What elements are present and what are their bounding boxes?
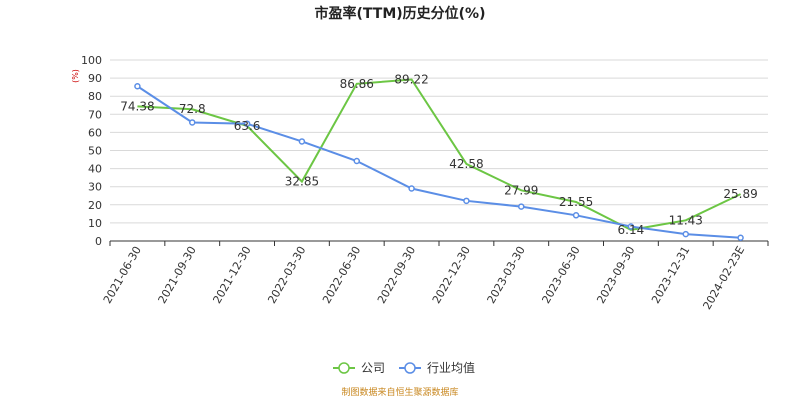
y-tick-label: 50	[88, 145, 102, 158]
data-point	[134, 82, 141, 90]
y-tick-label: 40	[88, 163, 102, 176]
data-point	[353, 157, 360, 165]
data-label: 89.22	[394, 73, 428, 87]
x-tick-label: 2021-09-30	[156, 244, 199, 306]
data-label: 21.55	[559, 195, 593, 209]
y-tick-label: 100	[81, 54, 102, 67]
series-line	[137, 78, 742, 231]
y-tick-label: 30	[88, 181, 102, 194]
data-point	[463, 197, 470, 205]
data-point	[408, 185, 415, 192]
x-tick-label: 2021-12-30	[210, 244, 253, 306]
legend-label: 行业均值	[427, 360, 475, 375]
data-label: 6.14	[618, 223, 645, 237]
data-point	[737, 234, 744, 241]
x-tick-label: 2022-06-30	[320, 244, 363, 306]
grid-lines	[110, 59, 768, 224]
x-tick-label: 2023-12-31	[649, 244, 692, 306]
legend-swatch-marker	[404, 362, 416, 374]
x-tick-label: 2022-12-30	[430, 244, 473, 306]
y-tick-labels: 0 10 20 30 40 50 60 70 80 90 100	[81, 54, 102, 248]
data-point	[518, 203, 525, 210]
x-tick-label: 2023-06-30	[539, 244, 582, 306]
data-label: 86.86	[340, 77, 374, 91]
series-line	[136, 85, 741, 239]
y-tick-label: 20	[88, 199, 102, 212]
data-point	[682, 230, 689, 238]
x-tick-labels: 2021-06-30 2021-09-30 2021-12-30 2022-03-30…	[101, 244, 747, 312]
data-label: 63.6	[234, 119, 261, 133]
data-label: 72.8	[179, 102, 206, 116]
data-labels: 74.38 72.8 63.6 32.85 86.86 89.22 42.58 27.99 21…	[120, 73, 758, 237]
y-tick-label: 10	[88, 217, 102, 230]
x-tick-label: 2021-06-30	[101, 244, 144, 306]
data-point	[189, 119, 196, 126]
y-tick-label: 60	[88, 126, 102, 139]
data-point	[298, 138, 306, 145]
x-tick-label: 2024-02-23E	[700, 244, 747, 312]
data-label: 32.85	[285, 175, 319, 189]
y-axis-unit: (%)	[71, 69, 80, 83]
legend-swatch-marker	[338, 362, 350, 374]
x-tick-label: 2023-03-30	[485, 244, 528, 306]
y-tick-label: 70	[88, 108, 102, 121]
x-tick-label: 2022-03-30	[265, 244, 308, 306]
chart-title: 市盈率(TTM)历史分位(%)	[315, 5, 486, 22]
data-label: 42.58	[449, 157, 483, 171]
source-note: 制图数据来自恒生聚源数据库	[341, 386, 458, 398]
data-label: 74.38	[120, 99, 154, 113]
x-tick-label: 2023-09-30	[594, 244, 637, 306]
y-tick-label: 0	[95, 235, 102, 248]
data-point	[243, 120, 251, 127]
data-label: 27.99	[504, 183, 538, 197]
y-tick-label: 90	[88, 72, 102, 85]
legend-item[interactable]: 行业均值	[399, 360, 475, 375]
data-point	[572, 212, 580, 219]
data-label: 11.43	[669, 213, 703, 227]
legend-item[interactable]: 公司	[333, 361, 385, 375]
legend[interactable]: 公司 行业均值	[333, 360, 475, 375]
legend-label: 公司	[361, 361, 385, 375]
data-point	[627, 223, 635, 230]
axes	[109, 240, 769, 246]
x-tick-label: 2022-09-30	[375, 244, 418, 306]
data-label: 25.89	[723, 187, 757, 201]
series-lines	[134, 78, 744, 241]
y-tick-label: 80	[88, 90, 102, 103]
